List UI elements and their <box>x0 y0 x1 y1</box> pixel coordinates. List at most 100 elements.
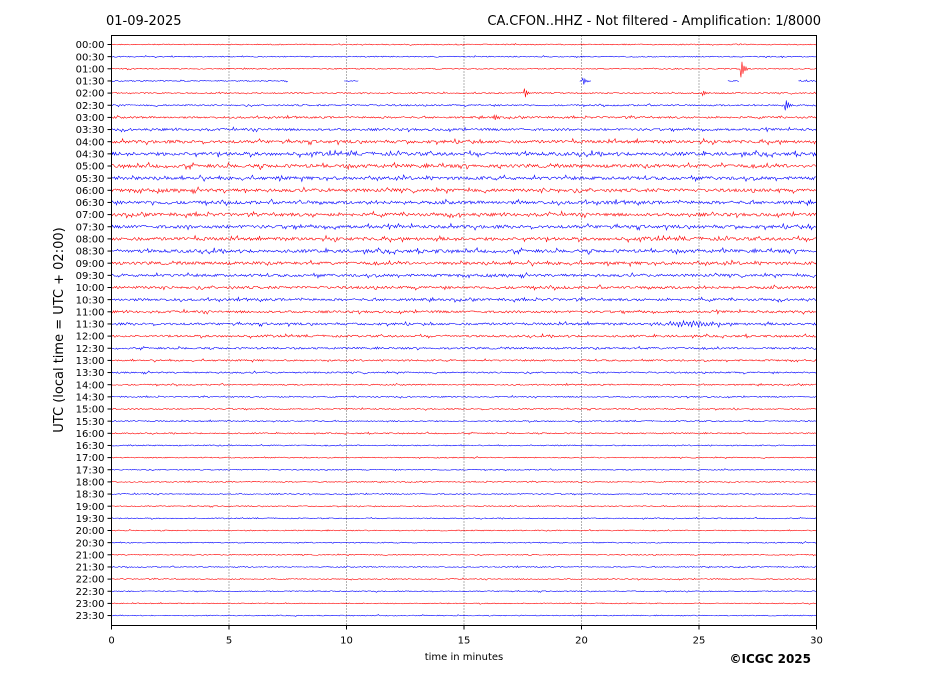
x-tick-label: 10 <box>340 636 353 647</box>
trace-1900 <box>111 504 817 508</box>
y-tick-label: 03:00 <box>76 113 105 124</box>
trace-0430 <box>111 149 817 159</box>
y-tick-label: 08:30 <box>76 247 105 258</box>
y-tick-label: 10:00 <box>76 283 105 294</box>
plot-frame <box>111 35 817 626</box>
trace-0330 <box>111 126 817 133</box>
trace-0030 <box>111 55 817 59</box>
trace-1530 <box>111 419 817 423</box>
copyright-label: ©ICGC 2025 <box>729 652 811 666</box>
y-tick-label: 05:30 <box>76 174 105 185</box>
trace-0530 <box>111 174 817 183</box>
trace-2030 <box>111 541 817 545</box>
trace-0930 <box>111 271 817 279</box>
y-tick-label: 09:30 <box>76 271 105 282</box>
y-tick-label: 22:00 <box>76 575 105 586</box>
trace-0630 <box>111 198 817 207</box>
x-tick-label: 5 <box>226 636 232 647</box>
trace-2230 <box>111 589 817 593</box>
trace-0830 <box>111 246 817 256</box>
trace-1630 <box>111 443 817 447</box>
y-tick-label: 04:00 <box>76 137 105 148</box>
trace-1700 <box>111 456 817 459</box>
trace-0130 <box>111 77 817 85</box>
x-tick-label: 25 <box>693 636 706 647</box>
y-tick-label: 03:30 <box>76 125 105 136</box>
y-tick-label: 19:30 <box>76 514 105 525</box>
trace-1100 <box>111 308 817 315</box>
trace-0900 <box>111 259 817 268</box>
x-tick-label: 30 <box>810 636 823 647</box>
trace-1030 <box>111 296 817 303</box>
y-tick-label: 17:30 <box>76 465 105 476</box>
trace-0000 <box>111 43 817 46</box>
y-tick-label: 15:00 <box>76 405 105 416</box>
y-tick-label: 13:30 <box>76 368 105 379</box>
y-tick-label: 17:00 <box>76 453 105 464</box>
y-tick-label: 18:00 <box>76 478 105 489</box>
y-tick-label: 02:00 <box>76 89 105 100</box>
y-tick-label: 18:30 <box>76 490 105 501</box>
trace-2130 <box>111 565 817 569</box>
seismic-traces <box>111 43 817 617</box>
trace-0100 <box>111 61 817 78</box>
y-tick-label: 00:30 <box>76 52 105 63</box>
x-tick-label: 20 <box>575 636 588 647</box>
trace-0600 <box>111 186 817 195</box>
y-tick-label: 23:30 <box>76 611 105 622</box>
y-tick-label: 14:30 <box>76 392 105 403</box>
y-tick-label: 13:00 <box>76 356 105 367</box>
trace-0200 <box>111 88 817 98</box>
trace-1300 <box>111 358 817 363</box>
trace-1330 <box>111 370 817 375</box>
trace-2000 <box>111 529 817 532</box>
y-tick-label: 21:00 <box>76 550 105 561</box>
trace-1830 <box>111 492 817 496</box>
trace-2330 <box>111 614 817 617</box>
trace-1400 <box>111 382 817 387</box>
grid-lines <box>228 35 700 626</box>
y-tick-label: 19:00 <box>76 502 105 513</box>
trace-1130 <box>111 319 817 329</box>
trace-0700 <box>111 210 817 219</box>
y-tick-label: 21:30 <box>76 563 105 574</box>
y-tick-label: 12:30 <box>76 344 105 355</box>
y-tick-label: 09:00 <box>76 259 105 270</box>
trace-2300 <box>111 602 817 605</box>
y-tick-label: 01:30 <box>76 77 105 88</box>
y-tick-label: 16:30 <box>76 441 105 452</box>
trace-1730 <box>111 468 817 472</box>
chart-title: CA.CFON..HHZ - Not filtered - Amplificat… <box>487 14 821 29</box>
trace-0400 <box>111 137 817 146</box>
y-tick-label: 11:00 <box>76 307 105 318</box>
trace-2100 <box>111 553 817 557</box>
y-tick-label: 23:00 <box>76 599 105 610</box>
trace-1600 <box>111 431 817 435</box>
y-tick-label: 05:00 <box>76 162 105 173</box>
trace-1430 <box>111 394 817 399</box>
y-tick-label: 12:00 <box>76 332 105 343</box>
trace-1800 <box>111 480 817 484</box>
y-tick-label: 02:30 <box>76 101 105 112</box>
trace-1500 <box>111 407 817 411</box>
y-tick-label: 08:00 <box>76 235 105 246</box>
x-axis-label: time in minutes <box>425 652 504 663</box>
y-tick-label: 20:30 <box>76 538 105 549</box>
y-tick-label: 06:30 <box>76 198 105 209</box>
y-tick-label: 15:30 <box>76 417 105 428</box>
y-tick-label: 06:00 <box>76 186 105 197</box>
y-tick-label: 14:00 <box>76 380 105 391</box>
y-tick-label: 22:30 <box>76 587 105 598</box>
trace-0730 <box>111 222 817 231</box>
trace-1200 <box>111 333 817 339</box>
y-axis-label: UTC (local time = UTC + 02:00) <box>52 227 67 432</box>
chart-date: 01-09-2025 <box>106 14 182 29</box>
trace-1230 <box>111 345 817 351</box>
trace-1930 <box>111 516 817 520</box>
y-tick-label: 11:30 <box>76 320 105 331</box>
y-tick-label: 10:30 <box>76 295 105 306</box>
y-tick-label: 00:00 <box>76 40 105 51</box>
trace-1000 <box>111 284 817 291</box>
